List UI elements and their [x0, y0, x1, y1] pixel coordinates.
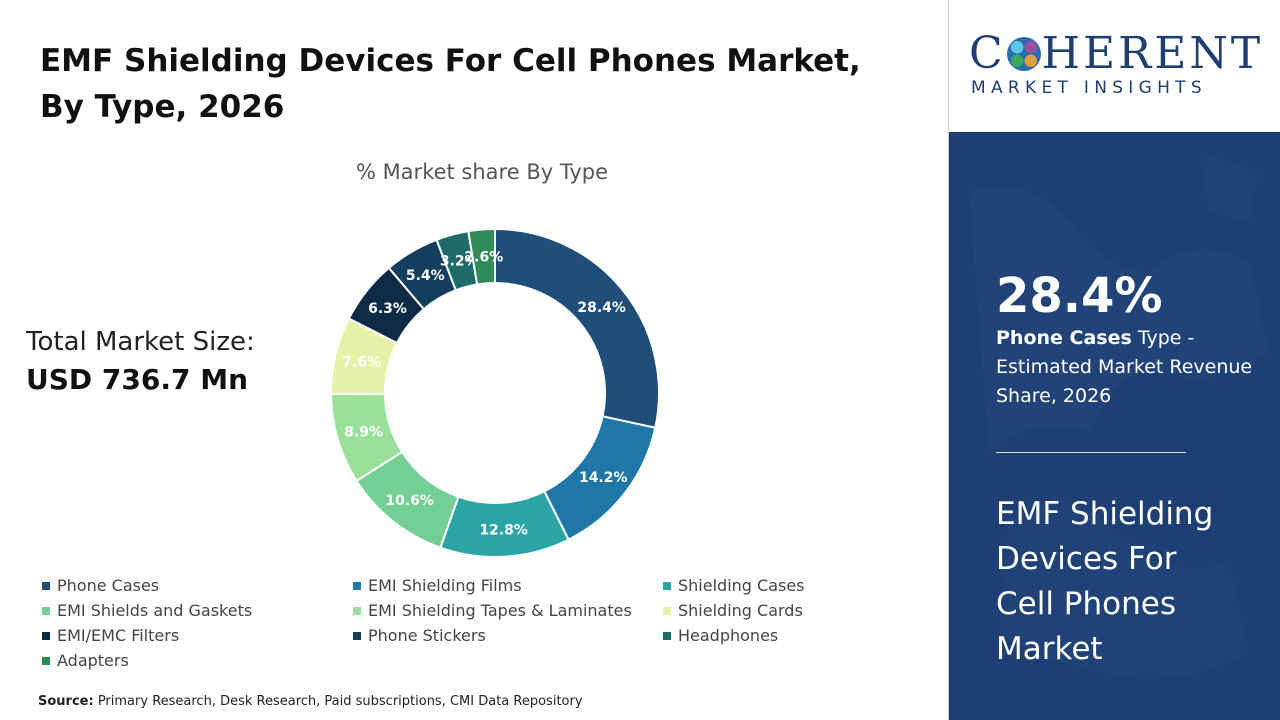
donut-slice-adapters: [467, 227, 496, 286]
kpi-value: 28.4%: [996, 268, 1163, 324]
total-market-label: Total Market Size:: [26, 327, 255, 357]
legend-swatch: [663, 581, 671, 590]
logo-wordmark: C HERENT: [969, 28, 1263, 80]
data-label-phone-stickers: 5.4%: [406, 268, 445, 284]
legend-item-emi-emc-filters: EMI/EMC Filters: [42, 625, 353, 646]
side-market-title: EMF Shielding Devices For Cell Phones Ma…: [996, 492, 1256, 672]
data-label-shielding-cases: 12.8%: [479, 523, 528, 539]
legend-label: Adapters: [57, 651, 129, 670]
legend-label: Shielding Cases: [678, 576, 805, 595]
legend-item-emi-shielding-tapes-laminates: EMI Shielding Tapes & Laminates: [353, 600, 663, 621]
legend-swatch: [42, 656, 50, 665]
page-title: EMF Shielding Devices For Cell Phones Ma…: [40, 38, 920, 130]
legend-swatch: [663, 631, 671, 640]
legend-label: EMI Shields and Gaskets: [57, 601, 253, 620]
kpi-description-rest: Type - Estimated Market Revenue Share, 2…: [996, 327, 1253, 407]
chart-title: % Market share By Type: [355, 160, 609, 184]
logo: C HERENT MARKET INSIGHTS: [949, 0, 1280, 132]
world-map-background-icon: [969, 152, 1269, 679]
legend-label: Phone Cases: [57, 576, 160, 595]
data-label-emi-shields-and-gaskets: 10.6%: [385, 493, 434, 509]
data-label-emi-emc-filters: 6.3%: [368, 301, 407, 317]
legend-swatch: [42, 606, 50, 615]
logo-subtitle: MARKET INSIGHTS: [971, 78, 1207, 98]
source-note: Source: Primary Research, Desk Research,…: [38, 694, 583, 709]
legend-swatch: [42, 581, 50, 590]
logo-text-after: HERENT: [1041, 28, 1264, 79]
side-title-line-4: Market: [996, 631, 1103, 667]
side-panel: 28.4% Phone Cases Type - Estimated Marke…: [949, 132, 1280, 720]
panel-divider: [948, 0, 949, 720]
legend-item-shielding-cards: Shielding Cards: [663, 600, 863, 621]
page-title-line-1: EMF Shielding Devices For Cell Phones Ma…: [40, 43, 861, 79]
donut-slice-phone-cases: [494, 227, 660, 429]
source-text: Primary Research, Desk Research, Paid su…: [93, 694, 583, 709]
source-label: Source:: [38, 694, 94, 709]
legend-item-phone-stickers: Phone Stickers: [353, 625, 663, 646]
logo-text-before: C: [969, 28, 1006, 79]
data-label-headphones: 3.2%: [440, 254, 479, 270]
total-market-size: Total Market Size: USD 736.7 Mn: [26, 324, 255, 400]
legend-item-adapters: Adapters: [42, 650, 353, 671]
legend-swatch: [42, 631, 50, 640]
total-market-value: USD 736.7 Mn: [26, 363, 249, 396]
kpi-segment: Phone Cases: [996, 327, 1132, 349]
data-label-phone-cases: 28.4%: [577, 300, 626, 316]
legend-label: Headphones: [678, 626, 779, 645]
legend-item-emi-shields-and-gaskets: EMI Shields and Gaskets: [42, 600, 353, 621]
chart-legend: Phone Cases EMI Shielding Films Shielding …: [42, 575, 842, 671]
legend-item-phone-cases: Phone Cases: [42, 575, 353, 596]
legend-item-headphones: Headphones: [663, 625, 863, 646]
legend-swatch: [353, 606, 361, 615]
side-title-line-1: EMF Shielding: [996, 496, 1214, 532]
legend-label: EMI Shielding Tapes & Laminates: [368, 601, 632, 620]
legend-swatch: [663, 606, 671, 615]
kpi-description: Phone Cases Type - Estimated Market Reve…: [996, 324, 1256, 411]
side-divider: [996, 452, 1186, 453]
data-label-adapters: 2.6%: [464, 249, 503, 265]
side-title-line-3: Cell Phones: [996, 586, 1176, 622]
side-title-line-2: Devices For: [996, 541, 1177, 577]
legend-item-emi-shielding-films: EMI Shielding Films: [353, 575, 663, 596]
logo-globe-icon: [1006, 37, 1041, 71]
legend-label: Shielding Cards: [678, 601, 803, 620]
legend-swatch: [353, 581, 361, 590]
data-label-emi-shielding-tapes-laminates: 8.9%: [344, 425, 383, 441]
data-label-emi-shielding-films: 14.2%: [579, 470, 628, 486]
legend-item-shielding-cases: Shielding Cases: [663, 575, 863, 596]
page-title-line-2: By Type, 2026: [40, 89, 285, 125]
legend-label: EMI Shielding Films: [368, 576, 522, 595]
data-label-shielding-cards: 7.6%: [342, 354, 381, 370]
legend-swatch: [353, 631, 361, 640]
donut-chart: 28.4% 14.2% 12.8% 10.6% 8.9% 7.6% 6.3% 5.4%3.2%…: [329, 227, 660, 558]
legend-label: Phone Stickers: [368, 626, 486, 645]
legend-label: EMI/EMC Filters: [57, 626, 180, 645]
main-panel: EMF Shielding Devices For Cell Phones Ma…: [26, 38, 920, 709]
